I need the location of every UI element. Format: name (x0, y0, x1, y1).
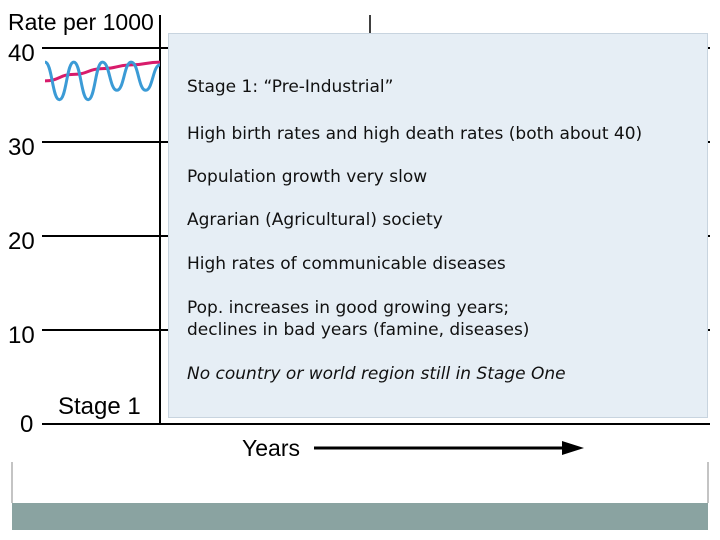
info-overlay (168, 33, 708, 418)
overlay-note: No country or world region still in Stag… (187, 364, 566, 384)
series-layer (44, 60, 161, 102)
y-axis-label: Rate per 1000 (8, 9, 154, 35)
tick-label-20: 20 (8, 228, 35, 255)
overlay-bullet-growth: Population growth very slow (187, 167, 428, 187)
footer-bar (12, 503, 708, 530)
overlay-bullet-diseases: High rates of communicable diseases (187, 254, 506, 274)
years-arrow (314, 441, 584, 455)
tick-label-10: 10 (8, 322, 35, 349)
series-line-1 (44, 60, 161, 83)
overlay-bullet-agrarian: Agrarian (Agricultural) society (187, 210, 443, 230)
x-axis-label: Years (242, 435, 300, 461)
overlay-bullet-population-line1: Pop. increases in good growing years; (187, 298, 510, 318)
overlay-bullet-population: Pop. increases in good growing years; de… (187, 297, 529, 341)
overlay-bullet-population-line2: declines in bad years (famine, diseases) (187, 320, 530, 340)
tick-label-0: 0 (20, 411, 33, 438)
overlay-bullet-birth-death: High birth rates and high death rates (b… (187, 124, 643, 144)
series-line-2 (44, 60, 161, 102)
overlay-title: Stage 1: “Pre-Industrial” (187, 77, 394, 97)
tick-label-30: 30 (8, 134, 35, 161)
tick-label-40: 40 (8, 40, 35, 67)
stage-label: Stage 1 (58, 393, 141, 420)
